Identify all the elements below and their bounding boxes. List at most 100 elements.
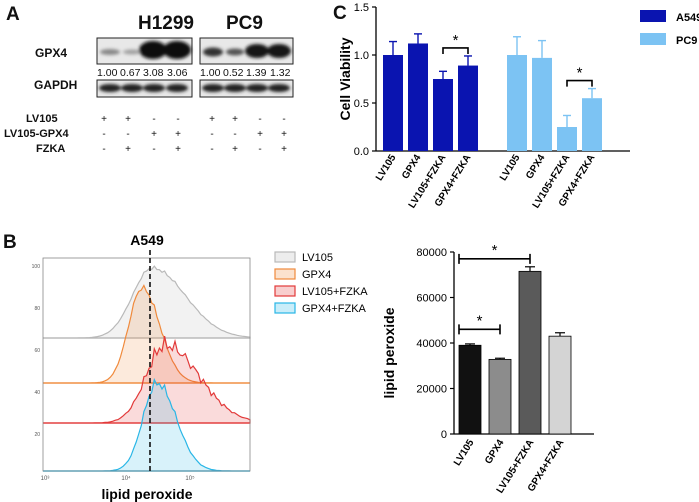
viability-bar [557,127,577,151]
flow-y-tick: 20 [34,432,40,438]
lipid-bar [518,270,542,435]
flow-legend-swatch [274,302,296,314]
cell-line-pc9: PC9 [226,13,263,34]
condition-symbol: - [258,144,262,155]
y-axis-label: Cell Viability [337,37,353,120]
flow-legend-swatch [274,285,296,297]
significance-star: * [577,65,583,82]
flow-x-tick: 10⁴ [121,475,131,482]
condition-symbol: + [232,144,238,155]
condition-symbol: + [151,129,157,140]
y-tick-label: 1.0 [354,50,369,62]
western-blot [96,37,294,98]
y-tick-label: 80000 [416,247,447,259]
category-label: LV105 [498,152,523,183]
condition-lv105-label: LV105 [26,113,58,125]
cell-line-h1299: H1299 [138,13,194,34]
quant-pc9-3: 1.39 [246,67,267,79]
flow-y-tick: 100 [32,264,41,270]
y-tick-label: 1.5 [354,2,369,14]
condition-lv105-gpx4-label: LV105-GPX4 [4,128,69,140]
flow-frame [42,257,251,472]
quant-pc9-4: 1.32 [270,67,291,79]
legend-label: PC9 [676,35,697,47]
category-label: LV105 [452,437,477,468]
category-label: LV105 [374,152,399,183]
condition-symbol: + [232,114,238,125]
bands-h1299-gpx4 [100,41,191,59]
flow-title: A549 [130,232,164,248]
lipid-peroxide-chart: 0 20000 40000 60000 80000 lipid peroxide LV105… [381,242,594,496]
condition-symbol: - [210,144,214,155]
condition-symbol: + [101,114,107,125]
condition-symbol: - [210,129,214,140]
panel-b-label: B [3,232,17,253]
y-tick-label: 60000 [416,293,447,305]
panel-a-label: A [6,4,20,25]
viability-bar [532,57,552,151]
lipid-bar [548,335,572,435]
category-label: GPX4 [483,437,507,466]
condition-symbol: - [176,114,180,125]
condition-symbol: - [152,114,156,125]
condition-symbol: - [126,129,130,140]
condition-symbol: + [281,129,287,140]
significance-star: * [477,312,483,329]
condition-symbol: + [175,144,181,155]
y-tick-label: 0 [441,429,447,441]
viability-bar [458,65,478,151]
viability-bar [507,55,527,151]
condition-symbol: - [258,114,262,125]
y-tick-label: 20000 [416,384,447,396]
flow-legend-label: GPX4+FZKA [302,303,367,315]
quant-h1299-3: 3.08 [143,67,164,79]
legend-swatch [640,33,666,45]
y-tick-label: 0.5 [354,98,369,110]
quant-h1299-1: 1.00 [97,67,118,79]
viability-bar [433,79,453,151]
flow-x-tick: 10³ [41,476,50,482]
condition-symbol: + [209,114,215,125]
panel-c-label: C [333,3,347,24]
lipid-bar [488,358,512,435]
condition-symbol: - [102,144,106,155]
y-tick-label: 0.0 [354,146,369,158]
flow-x-label: lipid peroxide [101,486,192,502]
legend-label: A549 [676,12,699,24]
flow-legend-label: GPX4 [302,269,331,281]
bands-pc9-gpx4 [203,44,291,58]
quant-h1299-4: 3.06 [167,67,188,79]
condition-symbol: - [102,129,106,140]
legend-swatch [640,10,666,22]
condition-symbol: - [233,129,237,140]
flow-y-tick: 60 [34,348,40,354]
viability-bar [408,43,428,152]
significance-bracket [458,324,501,335]
flow-legend-label: LV105 [302,252,333,264]
significance-bracket [442,47,469,54]
condition-symbol: - [282,114,286,125]
flow-legend-swatch [274,251,296,263]
flow-y-tick: 80 [34,306,40,312]
significance-bracket [458,253,531,264]
flow-y-tick: 40 [34,390,40,396]
condition-symbol: + [175,129,181,140]
y-tick-label: 40000 [416,338,447,350]
significance-bracket [566,79,593,87]
lipid-bar [458,344,482,435]
condition-fzka-label: FZKA [36,143,66,155]
flow-histogram: A549 100 80 60 40 20 10³ 10⁴ 10⁵ lipid peroxide LV… [32,232,369,502]
condition-symbol: + [257,129,263,140]
flow-legend-label: LV105+FZKA [302,286,368,298]
flow-x-tick: 10⁵ [185,475,195,482]
quant-pc9-2: 0.52 [223,67,244,79]
protein-gapdh-label: GAPDH [34,78,78,92]
significance-star: * [492,242,498,259]
condition-symbol: + [125,144,131,155]
condition-symbol: + [281,144,287,155]
category-label: GPX4 [400,152,424,181]
category-label: GPX4 [524,152,548,181]
condition-symbol: + [125,114,131,125]
y-axis-label: lipid peroxide [381,307,397,398]
